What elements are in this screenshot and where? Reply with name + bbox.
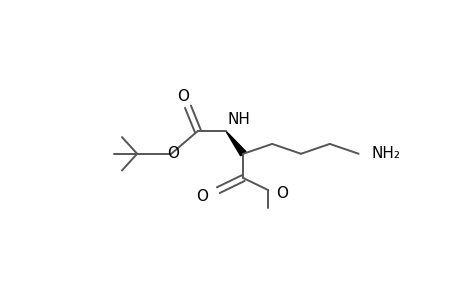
Polygon shape [225, 131, 246, 156]
Text: O: O [176, 89, 188, 104]
Text: O: O [275, 186, 287, 201]
Text: NH: NH [227, 112, 250, 127]
Text: NH₂: NH₂ [371, 146, 400, 161]
Text: O: O [167, 146, 179, 161]
Text: O: O [195, 189, 207, 204]
